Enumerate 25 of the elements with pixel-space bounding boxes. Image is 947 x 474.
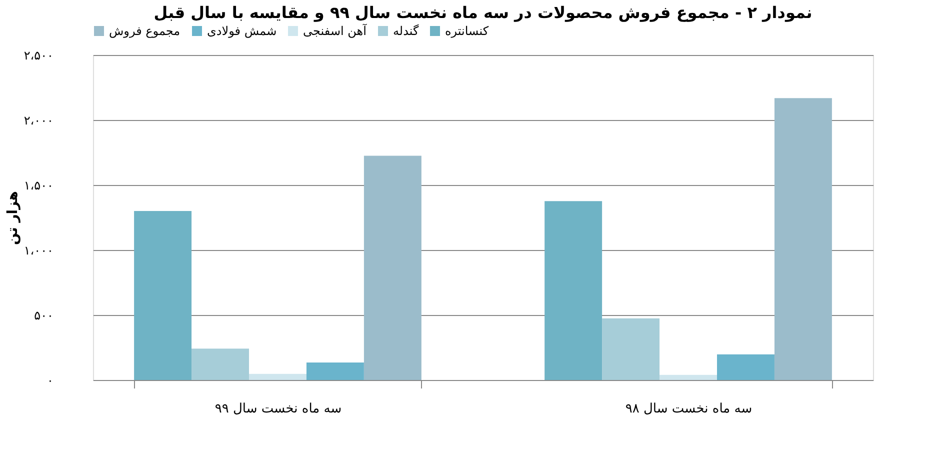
legend-label: مجموع فروش xyxy=(109,24,180,38)
bar xyxy=(134,211,192,380)
y-tick-label: ۵۰۰ xyxy=(34,308,54,322)
legend-label: گندله xyxy=(393,24,420,38)
bar xyxy=(249,374,306,380)
y-tick-label: ۱،۰۰۰ xyxy=(24,244,54,258)
bar xyxy=(717,354,774,380)
y-tick-label: ۲،۵۰۰ xyxy=(24,48,54,62)
legend-label: شمش فولادی xyxy=(207,24,277,38)
x-tick-label: سه ماه نخست سال ۹۹ xyxy=(214,402,342,416)
chart-title: نمودار ۲ - مجموع فروش محصولات در سه ماه نخست سال ۹۹ و مقایسه با سال قبل xyxy=(154,3,812,22)
y-tick-label: ۲،۰۰۰ xyxy=(24,114,54,128)
legend-label: کنسانتره xyxy=(445,24,489,38)
y-tick-label: ۱،۵۰۰ xyxy=(24,178,54,192)
bar xyxy=(364,156,422,380)
bar xyxy=(602,318,660,380)
y-axis-title: هزار تن xyxy=(4,190,21,246)
bar xyxy=(660,374,717,380)
bar xyxy=(192,348,249,380)
bar xyxy=(544,201,602,380)
y-tick-label: ۰ xyxy=(47,374,54,388)
bar xyxy=(774,98,832,380)
x-tick-label: سه ماه نخست سال ۹۸ xyxy=(625,402,752,416)
legend-label: آهن اسفنجی xyxy=(303,23,368,38)
bar xyxy=(306,362,364,380)
